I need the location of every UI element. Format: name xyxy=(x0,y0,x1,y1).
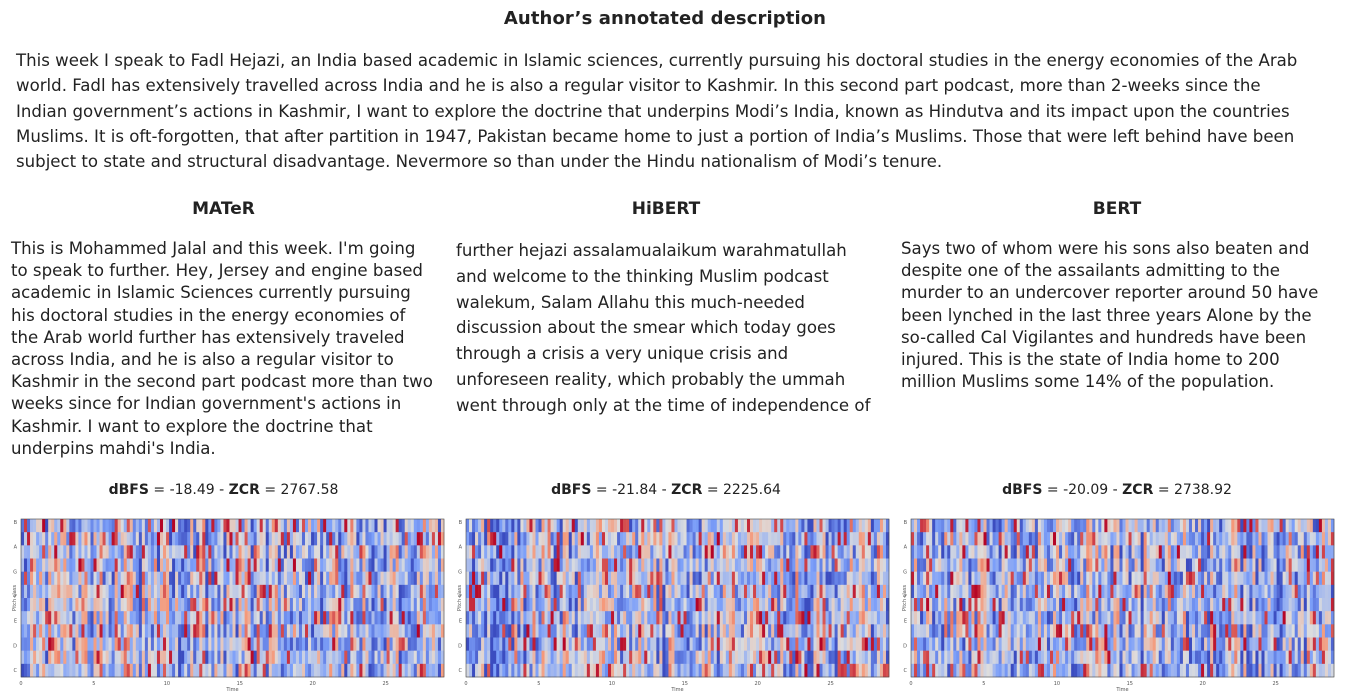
y-tick-label: A xyxy=(904,545,908,551)
dbfs-label: dBFS xyxy=(108,482,149,498)
plot-frame xyxy=(20,518,445,678)
transcript-text: further hejazi assalamualaikum warahmatu… xyxy=(456,241,871,415)
x-axis-label: Time xyxy=(1115,687,1128,693)
y-tick-label: D xyxy=(903,643,907,649)
x-tick-label: 15 xyxy=(1127,681,1133,687)
y-tick-label: B xyxy=(904,520,908,526)
y-tick-label: G xyxy=(458,569,462,575)
audio-metrics: dBFS = -20.09 - ZCR = 2738.92 xyxy=(1002,482,1232,498)
x-tick-label: 10 xyxy=(609,681,615,687)
dbfs-value: -21.84 xyxy=(612,482,658,498)
y-tick-label: F xyxy=(904,594,907,600)
y-tick-label: E xyxy=(904,619,907,625)
y-tick-label: F xyxy=(459,594,462,600)
y-tick-label: D xyxy=(13,643,17,649)
x-axis-label: Time xyxy=(225,687,238,693)
x-tick-label: 5 xyxy=(92,681,95,687)
y-tick-label: D xyxy=(458,643,462,649)
x-tick-label: 15 xyxy=(237,681,243,687)
spectrogram-chart: C D E F G A B Pitch class 0 5 10 15 20 25 Time xyxy=(456,516,896,694)
y-axis-label: Pitch class xyxy=(12,585,18,612)
x-tick-label: 25 xyxy=(383,681,389,687)
column-heading: HiBERT xyxy=(631,199,701,219)
x-tick-label: 0 xyxy=(19,681,22,687)
y-tick-label: G xyxy=(13,569,17,575)
x-tick-label: 5 xyxy=(982,681,985,687)
audio-metrics: dBFS = -21.84 - ZCR = 2225.64 xyxy=(551,482,781,498)
plot-frame xyxy=(910,518,1335,678)
column-hibert: HiBERT further hejazi assalamualaikum wa… xyxy=(456,196,890,696)
spectrogram-cells xyxy=(911,519,1335,678)
y-tick-label: C xyxy=(459,668,463,674)
y-tick-label: C xyxy=(904,668,908,674)
column-mater: MATeR This is Mohammed Jalal and this we… xyxy=(11,196,445,696)
x-tick-label: 20 xyxy=(310,681,316,687)
page-title: Author’s annotated description xyxy=(503,8,827,29)
x-tick-label: 15 xyxy=(682,681,688,687)
y-tick-label: F xyxy=(14,594,17,600)
spectrogram-cells xyxy=(466,519,890,678)
transcript-text: This is Mohammed Jalal and this week. I'… xyxy=(11,239,433,458)
y-tick-label: C xyxy=(14,668,18,674)
y-tick-label: B xyxy=(14,520,18,526)
x-axis-label: Time xyxy=(670,687,683,693)
x-tick-label: 5 xyxy=(537,681,540,687)
zcr-label: ZCR xyxy=(228,482,260,498)
x-tick-label: 0 xyxy=(464,681,467,687)
column-heading: MATeR xyxy=(192,199,255,219)
y-tick-label: A xyxy=(14,545,18,551)
x-tick-label: 20 xyxy=(755,681,761,687)
y-tick-label: G xyxy=(903,569,907,575)
y-tick-label: E xyxy=(459,619,462,625)
y-axis-label: Pitch class xyxy=(457,585,463,612)
transcript-text: Says two of whom were his sons also beat… xyxy=(901,239,1319,392)
annotated-description: This week I speak to Fadl Hejazi, an Ind… xyxy=(16,51,1298,172)
x-tick-label: 0 xyxy=(909,681,912,687)
spectrogram-chart: C D E F G A B Pitch class 0 5 10 15 20 25 Time xyxy=(11,516,451,694)
audio-metrics: dBFS = -18.49 - ZCR = 2767.58 xyxy=(108,482,339,498)
dbfs-label: dBFS xyxy=(1002,482,1043,498)
x-tick-label: 10 xyxy=(1054,681,1060,687)
dbfs-value: -18.49 xyxy=(169,482,215,498)
x-tick-label: 10 xyxy=(164,681,170,687)
zcr-label: ZCR xyxy=(1122,482,1154,498)
x-tick-label: 25 xyxy=(1273,681,1279,687)
y-tick-label: E xyxy=(14,619,17,625)
zcr-value: 2225.64 xyxy=(723,482,781,498)
zcr-value: 2738.92 xyxy=(1174,482,1232,498)
spectrogram-chart: C D E F G A B Pitch class 0 5 10 15 20 25 Time xyxy=(901,516,1341,694)
x-tick-label: 20 xyxy=(1200,681,1206,687)
dbfs-label: dBFS xyxy=(551,482,592,498)
dbfs-value: -20.09 xyxy=(1063,482,1109,498)
y-tick-label: B xyxy=(459,520,463,526)
x-tick-label: 25 xyxy=(828,681,834,687)
zcr-value: 2767.58 xyxy=(280,482,339,498)
y-tick-label: A xyxy=(459,545,463,551)
y-axis-label: Pitch class xyxy=(902,585,908,612)
column-bert: BERT Says two of whom were his sons also… xyxy=(901,196,1335,696)
plot-frame xyxy=(465,518,890,678)
zcr-label: ZCR xyxy=(671,482,703,498)
column-heading: BERT xyxy=(1092,199,1142,219)
spectrogram-cells xyxy=(21,519,445,678)
